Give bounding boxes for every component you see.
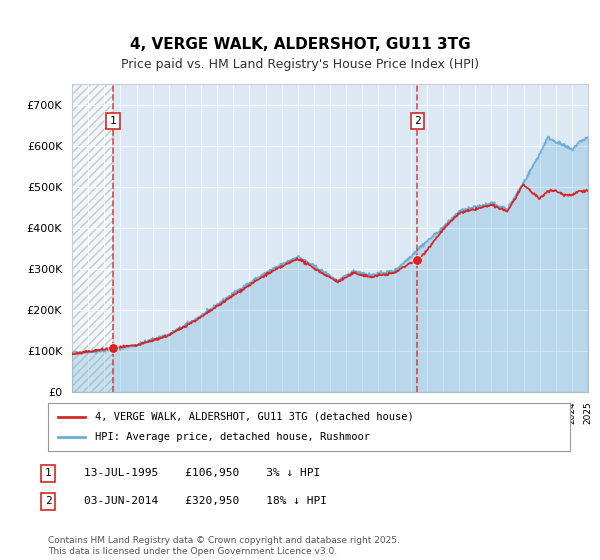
Text: 2: 2 [44, 496, 52, 506]
Bar [72, 84, 113, 392]
Text: 1: 1 [109, 116, 116, 126]
Text: 13-JUL-1995    £106,950    3% ↓ HPI: 13-JUL-1995 £106,950 3% ↓ HPI [84, 468, 320, 478]
Text: Contains HM Land Registry data © Crown copyright and database right 2025.
This d: Contains HM Land Registry data © Crown c… [48, 536, 400, 556]
Text: 4, VERGE WALK, ALDERSHOT, GU11 3TG: 4, VERGE WALK, ALDERSHOT, GU11 3TG [130, 38, 470, 52]
Text: 2: 2 [414, 116, 421, 126]
Text: HPI: Average price, detached house, Rushmoor: HPI: Average price, detached house, Rush… [95, 432, 370, 442]
Text: Price paid vs. HM Land Registry's House Price Index (HPI): Price paid vs. HM Land Registry's House … [121, 58, 479, 71]
Text: 4, VERGE WALK, ALDERSHOT, GU11 3TG (detached house): 4, VERGE WALK, ALDERSHOT, GU11 3TG (deta… [95, 412, 414, 422]
Text: 1: 1 [44, 468, 52, 478]
Text: 03-JUN-2014    £320,950    18% ↓ HPI: 03-JUN-2014 £320,950 18% ↓ HPI [84, 496, 327, 506]
